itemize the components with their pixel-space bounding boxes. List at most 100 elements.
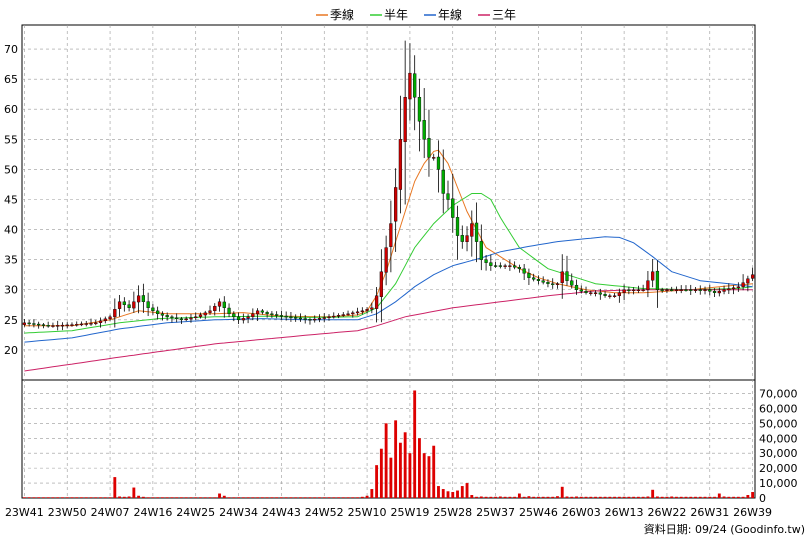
candle-body xyxy=(641,289,645,291)
volume-bar xyxy=(337,497,340,498)
volume-bar xyxy=(551,496,555,498)
volume-bar xyxy=(517,493,521,498)
volume-bar xyxy=(327,497,331,498)
volume-bar xyxy=(308,497,312,498)
candle-body xyxy=(208,310,212,313)
candle-body xyxy=(227,307,231,315)
volume-tick-20000: 20,000 xyxy=(759,462,798,475)
candle-body xyxy=(712,291,717,293)
volume-bar xyxy=(670,496,674,498)
price-tick-70: 70 xyxy=(4,43,18,56)
volume-bar xyxy=(351,497,355,498)
volume-bar xyxy=(684,496,688,498)
volume-bar xyxy=(160,497,164,498)
candle-body xyxy=(213,306,217,312)
candle-body xyxy=(674,289,679,291)
candle-body xyxy=(65,324,69,327)
volume-bar xyxy=(675,496,678,498)
volume-bar xyxy=(313,497,317,498)
volume-bar xyxy=(218,493,221,498)
volume-bar xyxy=(584,496,588,498)
candle-body xyxy=(255,310,260,315)
legend-label-2: 年線 xyxy=(438,7,462,22)
price-tick-35: 35 xyxy=(4,254,18,267)
volume-bar xyxy=(717,493,721,498)
volume-bar xyxy=(270,497,274,498)
candle-body xyxy=(313,318,317,321)
candle-body xyxy=(203,312,207,316)
candle-body xyxy=(136,295,141,303)
candle-body xyxy=(360,310,364,313)
volume-bar xyxy=(446,491,450,498)
volume-bar xyxy=(318,497,321,498)
candle-body xyxy=(593,292,598,294)
candle-body xyxy=(70,324,74,326)
volume-bar xyxy=(175,497,179,498)
volume-bar xyxy=(294,497,298,498)
volume-tick-70000: 70,000 xyxy=(759,387,798,400)
candle-body xyxy=(232,313,236,318)
volume-tick-50000: 50,000 xyxy=(759,417,798,430)
volume-bar xyxy=(617,496,621,498)
candle-body xyxy=(432,157,436,159)
candle-body xyxy=(451,198,455,218)
volume-bar xyxy=(356,497,359,498)
candle-body xyxy=(41,324,46,326)
volume-bar xyxy=(751,492,755,498)
volume-bar xyxy=(65,497,69,498)
candle-body xyxy=(555,283,560,285)
week-tick-25W19: 25W19 xyxy=(390,506,429,519)
candle-body xyxy=(698,289,702,291)
volume-bar xyxy=(75,497,79,498)
candle-body xyxy=(741,282,745,288)
candle-body xyxy=(389,223,393,247)
candlesticks xyxy=(22,40,755,331)
week-tick-25W10: 25W10 xyxy=(348,506,387,519)
candle-body xyxy=(317,318,322,320)
candle-body xyxy=(750,274,755,279)
week-tick-26W13: 26W13 xyxy=(605,506,644,519)
price-tick-55: 55 xyxy=(4,133,18,146)
week-tick-24W16: 24W16 xyxy=(133,506,172,519)
volume-bar xyxy=(741,496,745,498)
candle-body xyxy=(513,265,517,268)
candle-body xyxy=(522,268,526,274)
volume-bar xyxy=(151,497,155,498)
volume-bar xyxy=(713,496,716,498)
candle-body xyxy=(717,291,721,294)
week-tick-23W41: 23W41 xyxy=(5,506,44,519)
volume-bar xyxy=(470,495,474,498)
volume-bar xyxy=(418,438,421,498)
candle-body xyxy=(251,313,255,317)
candle-body xyxy=(294,317,298,319)
volume-bar xyxy=(527,496,531,498)
candle-body xyxy=(470,223,474,237)
candle-body xyxy=(146,301,150,308)
candle-body xyxy=(132,301,136,309)
candle-body xyxy=(60,324,65,327)
candle-body xyxy=(260,310,264,313)
candle-body xyxy=(84,323,88,325)
candle-body xyxy=(270,313,274,316)
candle-body xyxy=(627,289,631,291)
candle-body xyxy=(646,280,650,290)
volume-bar xyxy=(679,496,683,498)
volume-bar xyxy=(632,496,636,498)
candle-body xyxy=(222,301,226,308)
candle-body xyxy=(308,319,312,321)
volume-bar xyxy=(498,496,502,498)
volume-bar xyxy=(570,496,574,498)
volume-bar xyxy=(427,456,431,498)
volume-axis: 0 10,000 20,000 30,000 40,000 50,000 60,000 70,… xyxy=(759,387,798,505)
candle-body xyxy=(355,311,360,314)
candle-body xyxy=(636,289,641,291)
volume-bar xyxy=(275,497,279,498)
volume-bar xyxy=(27,497,31,498)
candle-body xyxy=(422,120,426,140)
candle-body xyxy=(493,265,498,267)
candle-body xyxy=(436,156,441,170)
volume-bar xyxy=(489,496,493,498)
candle-body xyxy=(170,316,174,319)
candle-body xyxy=(127,304,131,308)
